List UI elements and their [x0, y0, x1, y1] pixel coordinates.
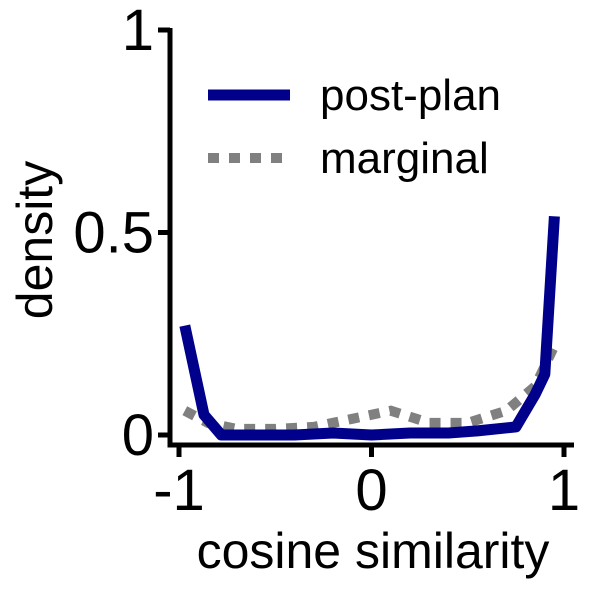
series-line-post-plan	[179, 215, 560, 441]
x-ticks: -1 0 1	[153, 445, 580, 523]
y-ticks: 00.51	[73, 0, 170, 468]
series-line-marginal	[182, 343, 559, 434]
legend: post-plan marginal	[208, 71, 501, 183]
y-tick-label: 0	[122, 403, 154, 468]
x-tick-label: 1	[548, 458, 580, 523]
x-tick-label: 0	[355, 458, 387, 523]
y-tick-label: 1	[122, 0, 154, 63]
y-tick-label: 0.5	[73, 201, 154, 266]
x-tick-label: -1	[153, 458, 205, 523]
x-axis-label: cosine similarity	[197, 523, 550, 579]
y-axis-label: density	[7, 161, 63, 319]
legend-label-marginal: marginal	[320, 134, 489, 183]
legend-label-post-plan: post-plan	[320, 71, 501, 120]
plot-area	[179, 215, 560, 441]
series-layer	[179, 215, 560, 441]
